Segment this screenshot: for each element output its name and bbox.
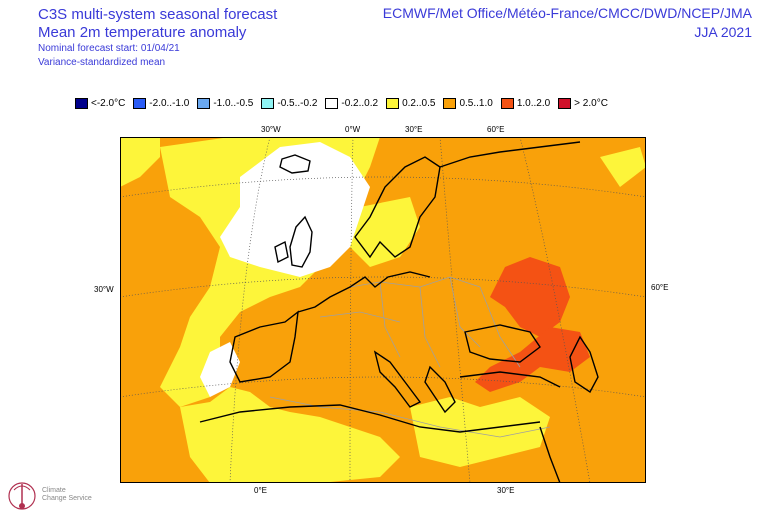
legend-label: 0.5..1.0 bbox=[459, 97, 493, 109]
chart-subtitle: Mean 2m temperature anomaly bbox=[38, 24, 247, 41]
forecast-map bbox=[120, 137, 646, 483]
legend-item: -1.0..-0.5 bbox=[197, 97, 254, 109]
legend-item: <-2.0°C bbox=[75, 97, 126, 109]
legend-label: <-2.0°C bbox=[91, 97, 126, 109]
legend-swatch bbox=[443, 97, 457, 109]
header-right: ECMWF/Met Office/Météo-France/CMCC/DWD/N… bbox=[383, 4, 752, 42]
season-label: JJA 2021 bbox=[694, 24, 752, 40]
coastlines bbox=[199, 141, 599, 483]
graticule bbox=[120, 137, 646, 483]
anomaly-fill-0.2-0.5 bbox=[600, 147, 646, 187]
legend-label: 1.0..2.0 bbox=[516, 97, 551, 109]
lon-label-top-3: 30°E bbox=[405, 125, 423, 134]
lon-label-top-1: 30°W bbox=[261, 125, 281, 134]
anomaly-fill-1.0-2.0 bbox=[490, 257, 570, 337]
legend-swatch bbox=[325, 97, 339, 109]
color-legend: <-2.0°C -2.0..-1.0 -1.0..-0.5 -0.5..-0.2 -0.… bbox=[75, 96, 616, 110]
anomaly-fill-1.0-2.0 bbox=[475, 327, 590, 392]
lat-label-right: 60°E bbox=[651, 283, 669, 292]
header-left: C3S multi-system seasonal forecast Mean … bbox=[38, 6, 277, 70]
legend-item: -2.0..-1.0 bbox=[133, 97, 190, 109]
lat-label-left: 30°W bbox=[94, 285, 114, 294]
anomaly-fill-0.2-0.5 bbox=[410, 397, 550, 467]
country-borders bbox=[269, 276, 551, 438]
legend-swatch bbox=[197, 97, 211, 109]
legend-item: -0.2..0.2 bbox=[325, 97, 379, 109]
legend-label: -2.0..-1.0 bbox=[149, 97, 190, 109]
legend-item: 0.2..0.5 bbox=[386, 97, 436, 109]
legend-item: 1.0..2.0 bbox=[500, 97, 551, 109]
legend-item: 0.5..1.0 bbox=[443, 97, 493, 109]
centres-list: ECMWF/Met Office/Météo-France/CMCC/DWD/N… bbox=[382, 5, 752, 21]
legend-item: -0.5..-0.2 bbox=[261, 97, 318, 109]
anomaly-fill-neutral bbox=[220, 142, 370, 277]
anomaly-fill-0.2-0.5 bbox=[350, 197, 420, 267]
logo-text-line1: Climate bbox=[42, 487, 66, 494]
lon-label-top-4: 60°E bbox=[487, 125, 505, 134]
logo-text: Climate Change Service bbox=[42, 487, 92, 503]
legend-label: -1.0..-0.5 bbox=[213, 97, 254, 109]
forecast-start: Nominal forecast start: 01/04/21 bbox=[38, 43, 180, 54]
map-frame bbox=[120, 137, 646, 483]
copernicus-logo bbox=[4, 478, 104, 518]
anomaly-fill-neutral bbox=[200, 342, 240, 397]
legend-label: -0.5..-0.2 bbox=[277, 97, 318, 109]
legend-swatch bbox=[386, 97, 400, 109]
anomaly-fill-0.2-0.5 bbox=[120, 137, 160, 187]
logo-emblem-icon bbox=[8, 482, 36, 510]
legend-swatch bbox=[75, 97, 88, 109]
legend-label: 0.2..0.5 bbox=[402, 97, 436, 109]
legend-swatch bbox=[558, 97, 572, 109]
anomaly-fill-0.2-0.5 bbox=[180, 387, 400, 483]
lon-label-bottom-2: 30°E bbox=[497, 486, 515, 495]
legend-item: > 2.0°C bbox=[558, 97, 608, 109]
legend-swatch bbox=[500, 97, 514, 109]
logo-text-line2: Change Service bbox=[42, 495, 92, 502]
legend-label: -0.2..0.2 bbox=[341, 97, 379, 109]
legend-swatch bbox=[133, 97, 147, 109]
lon-label-top-2: 0°W bbox=[345, 125, 361, 134]
variance-note: Variance-standardized mean bbox=[38, 57, 166, 68]
lon-label-bottom-1: 0°E bbox=[254, 486, 267, 495]
chart-title: C3S multi-system seasonal forecast bbox=[38, 6, 278, 23]
legend-label: > 2.0°C bbox=[574, 97, 608, 109]
legend-swatch bbox=[261, 97, 275, 109]
map-svg bbox=[120, 137, 646, 483]
